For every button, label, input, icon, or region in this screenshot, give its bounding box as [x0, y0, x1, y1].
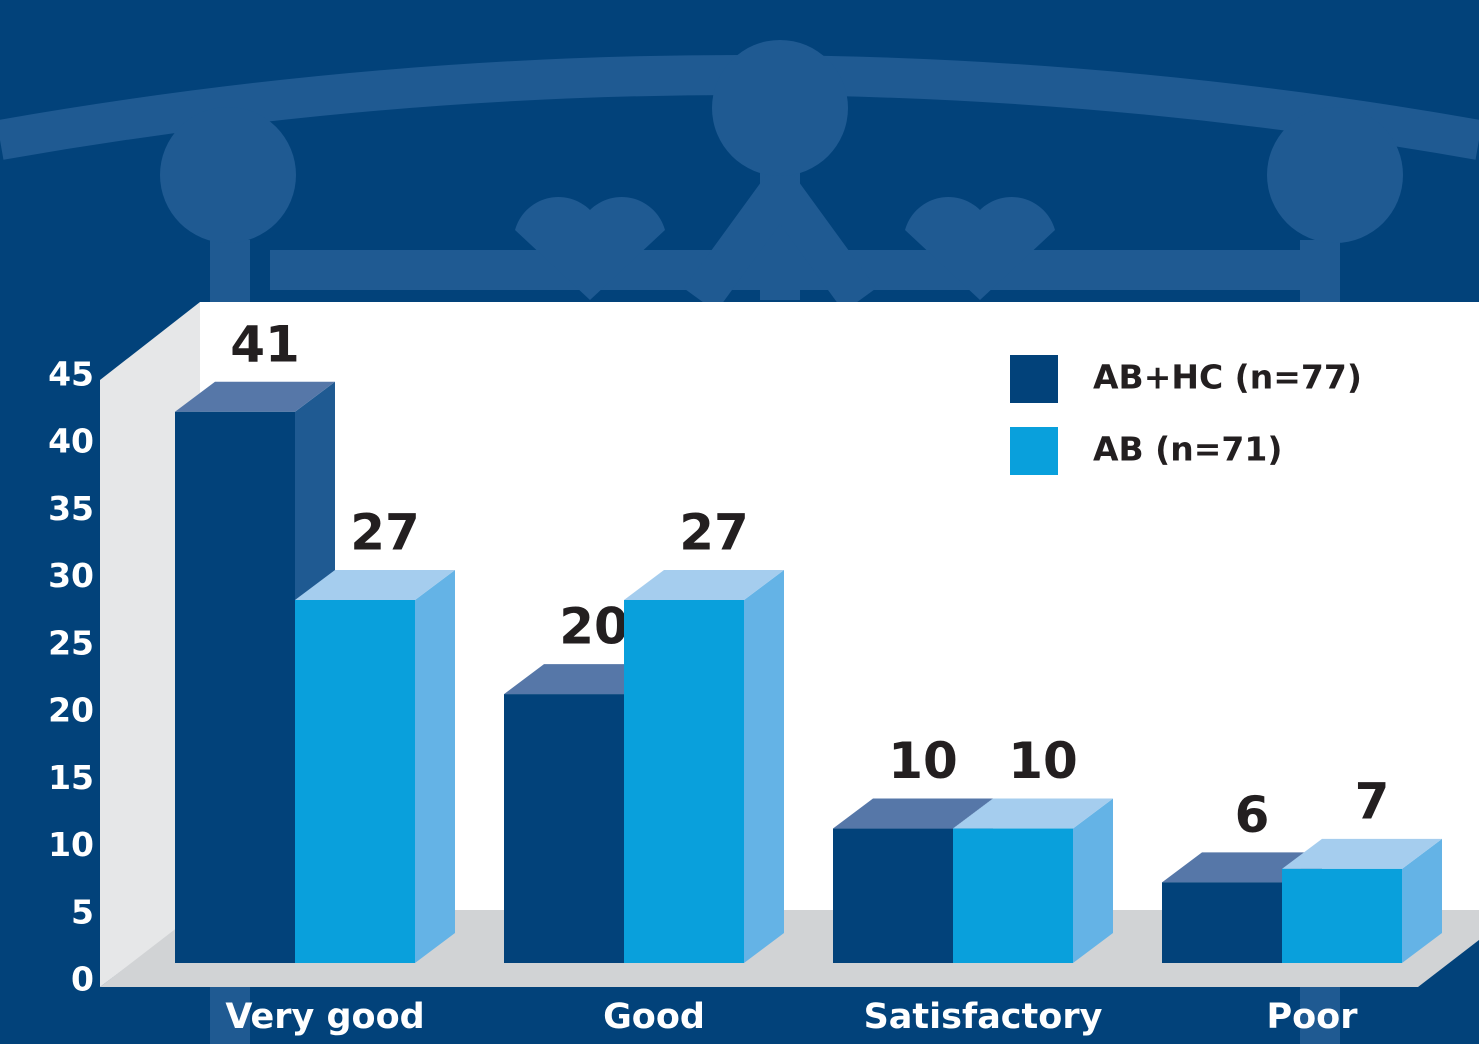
- bar-top: [624, 570, 784, 600]
- y-tick-label: 45: [48, 355, 94, 394]
- value-label: 20: [559, 598, 629, 656]
- legend-label: AB (n=71): [1093, 430, 1282, 469]
- bar: [295, 600, 415, 963]
- legend-swatch: [1010, 355, 1058, 403]
- bar: [1282, 868, 1402, 963]
- bar-side: [1402, 838, 1442, 963]
- bar-top: [833, 798, 993, 829]
- y-tick-label: 5: [71, 892, 94, 931]
- bar: [1162, 882, 1282, 963]
- bar-side: [415, 570, 455, 963]
- bar-side: [1073, 798, 1113, 963]
- bar: [504, 694, 624, 963]
- value-label: 27: [350, 504, 420, 562]
- x-tick-label: Good: [603, 997, 705, 1037]
- y-tick-label: 0: [71, 960, 94, 999]
- bar: [624, 600, 744, 963]
- y-tick-label: 15: [48, 758, 94, 797]
- background-decoration: [160, 40, 1403, 300]
- value-label: 41: [230, 315, 300, 373]
- value-label: 10: [1008, 732, 1078, 790]
- bar: [953, 828, 1073, 963]
- bar-top: [953, 798, 1113, 829]
- bar-top: [1282, 838, 1442, 869]
- value-label: 7: [1355, 772, 1390, 830]
- legend-swatch: [1010, 427, 1058, 475]
- y-tick-label: 30: [48, 556, 94, 595]
- x-tick-label: Poor: [1266, 997, 1358, 1037]
- y-tick-label: 20: [48, 691, 94, 730]
- value-label: 27: [679, 504, 749, 562]
- bar: [175, 411, 295, 963]
- bar-top: [295, 570, 455, 600]
- x-tick-label: Very good: [225, 997, 424, 1037]
- y-tick-label: 35: [48, 489, 94, 528]
- x-tick-label: Satisfactory: [864, 997, 1103, 1037]
- bar-top: [175, 381, 335, 412]
- y-tick-label: 10: [48, 825, 94, 864]
- y-tick-label: 25: [48, 623, 94, 662]
- value-label: 6: [1235, 786, 1270, 844]
- bar-side: [744, 570, 784, 963]
- value-label: 10: [888, 732, 958, 790]
- legend-label: AB+HC (n=77): [1093, 358, 1362, 397]
- bar: [833, 828, 953, 963]
- y-tick-label: 40: [48, 422, 94, 461]
